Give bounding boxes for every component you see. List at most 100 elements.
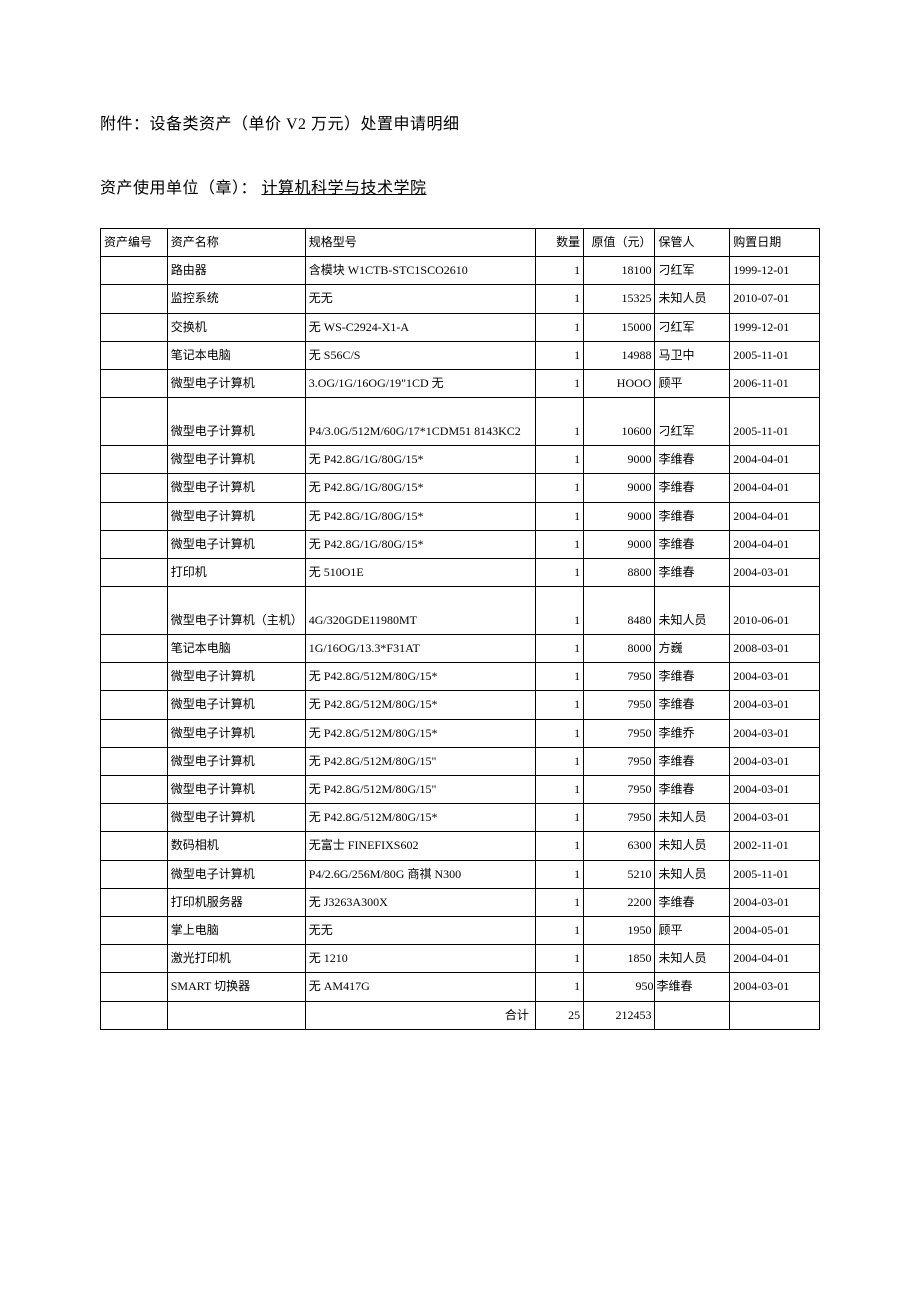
org-name: 计算机科学与技术学院 [262,180,427,197]
cell-qty: 1 [535,257,583,285]
cell-id [101,398,168,446]
cell-val: 14988 [584,341,655,369]
cell-qty: 1 [535,916,583,944]
cell-spec: 无 510O1E [305,558,535,586]
cell-keeper: 李维春 [655,446,730,474]
cell-val: 8000 [584,635,655,663]
table-total-row: 合计25212453 [101,1001,820,1029]
cell-qty: 1 [535,502,583,530]
cell-qty: 1 [535,635,583,663]
cell-id [101,257,168,285]
table-row: 微型电子计算机P4/2.6G/256M/80G 商祺 N30015210未知人员… [101,860,820,888]
cell-name: 微型电子计算机 [167,398,305,446]
cell-id [101,776,168,804]
cell-id [101,446,168,474]
cell-keeper: 未知人员 [655,804,730,832]
cell-keeper: 刁红军 [655,257,730,285]
cell-name: 微型电子计算机（主机） [167,587,305,635]
cell-val: 950 [584,973,655,1001]
cell-spec: 无 P42.8G/512M/80G/15" [305,747,535,775]
cell-name: SMART 切换器 [167,973,305,1001]
cell-val: 7950 [584,691,655,719]
cell-name: 微型电子计算机 [167,530,305,558]
cell-spec: 无 1210 [305,945,535,973]
cell-val: 7950 [584,747,655,775]
cell-date: 2004-03-01 [730,691,820,719]
cell-id [101,804,168,832]
cell-date: 2004-03-01 [730,973,820,1001]
cell-keeper: 顾平 [655,916,730,944]
cell-spec: 无 P42.8G/1G/80G/15* [305,446,535,474]
cell-id [101,558,168,586]
table-row: 交换机无 WS-C2924-X1-A115000刁红军1999-12-01 [101,313,820,341]
cell-keeper: 李维春 [655,973,730,1001]
cell-val: 7950 [584,776,655,804]
cell-spec: 无 P42.8G/1G/80G/15* [305,530,535,558]
cell-name: 微型电子计算机 [167,747,305,775]
cell-spec: 无富士 FINEFIXS602 [305,832,535,860]
cell-date: 2005-11-01 [730,398,820,446]
doc-title: 附件：设备类资产（单价 V2 万元）处置申请明细 [100,110,820,134]
cell-name: 微型电子计算机 [167,369,305,397]
cell-keeper: 未知人员 [655,587,730,635]
table-row: 微型电子计算机无 P42.8G/512M/80G/15*17950李维春2004… [101,663,820,691]
cell-val: 7950 [584,663,655,691]
cell-date: 2006-11-01 [730,369,820,397]
org-line: 资产使用单位（章）： 计算机科学与技术学院 [100,174,820,198]
cell-date: 2010-06-01 [730,587,820,635]
cell-spec: 无 AM417G [305,973,535,1001]
cell-date: 2004-04-01 [730,502,820,530]
cell-keeper: 方巍 [655,635,730,663]
cell-spec: 无 P42.8G/512M/80G/15* [305,663,535,691]
table-row: 激光打印机无 121011850未知人员2004-04-01 [101,945,820,973]
cell-keeper: 刁红军 [655,313,730,341]
cell-id [101,663,168,691]
cell-val: 8480 [584,587,655,635]
table-row: 笔记本电脑无 S56C/S114988马卫中2005-11-01 [101,341,820,369]
cell-val: 18100 [584,257,655,285]
cell-name: 打印机 [167,558,305,586]
cell-qty: 1 [535,747,583,775]
table-row: 微型电子计算机无 P42.8G/512M/80G/15*17950李维乔2004… [101,719,820,747]
cell-spec: 无 P42.8G/512M/80G/15" [305,776,535,804]
cell-id [101,916,168,944]
cell-id [101,369,168,397]
cell-date: 2004-03-01 [730,558,820,586]
org-label: 资产使用单位（章）： [100,180,257,197]
table-row: 微型电子计算机3.OG/1G/16OG/19"1CD 无1HOOO顾平2006-… [101,369,820,397]
cell-name: 微型电子计算机 [167,776,305,804]
table-row: 监控系统无无115325未知人员2010-07-01 [101,285,820,313]
table-row: SMART 切换器无 AM417G1950李维春2004-03-01 [101,973,820,1001]
cell-date: 2008-03-01 [730,635,820,663]
table-row: 打印机无 510O1E18800李维春2004-03-01 [101,558,820,586]
cell-date: 2004-03-01 [730,719,820,747]
cell-date: 2010-07-01 [730,285,820,313]
cell-id [101,530,168,558]
col-id: 资产编号 [101,229,168,257]
cell-keeper: 未知人员 [655,860,730,888]
cell-val: 9000 [584,474,655,502]
cell-spec: 含模块 W1CTB-STC1SCO2610 [305,257,535,285]
cell-spec: P4/2.6G/256M/80G 商祺 N300 [305,860,535,888]
cell-qty: 1 [535,691,583,719]
cell-id [101,973,168,1001]
table-row: 微型电子计算机（主机）4G/320GDE11980MT18480未知人员2010… [101,587,820,635]
cell-val: 1950 [584,916,655,944]
col-qty: 数量 [535,229,583,257]
cell-val: HOOO [584,369,655,397]
cell-qty: 1 [535,860,583,888]
cell-keeper: 未知人员 [655,945,730,973]
cell-name [167,1001,305,1029]
cell-qty: 1 [535,446,583,474]
cell-qty: 1 [535,945,583,973]
cell-date: 2005-11-01 [730,341,820,369]
cell-id [101,502,168,530]
cell-id [101,313,168,341]
table-row: 笔记本电脑1G/16OG/13.3*F31AT18000方巍2008-03-01 [101,635,820,663]
cell-name: 笔记本电脑 [167,635,305,663]
cell-date: 2004-04-01 [730,530,820,558]
cell-spec: 无 S56C/S [305,341,535,369]
cell-name: 微型电子计算机 [167,663,305,691]
cell-keeper: 未知人员 [655,832,730,860]
cell-date: 2004-04-01 [730,446,820,474]
